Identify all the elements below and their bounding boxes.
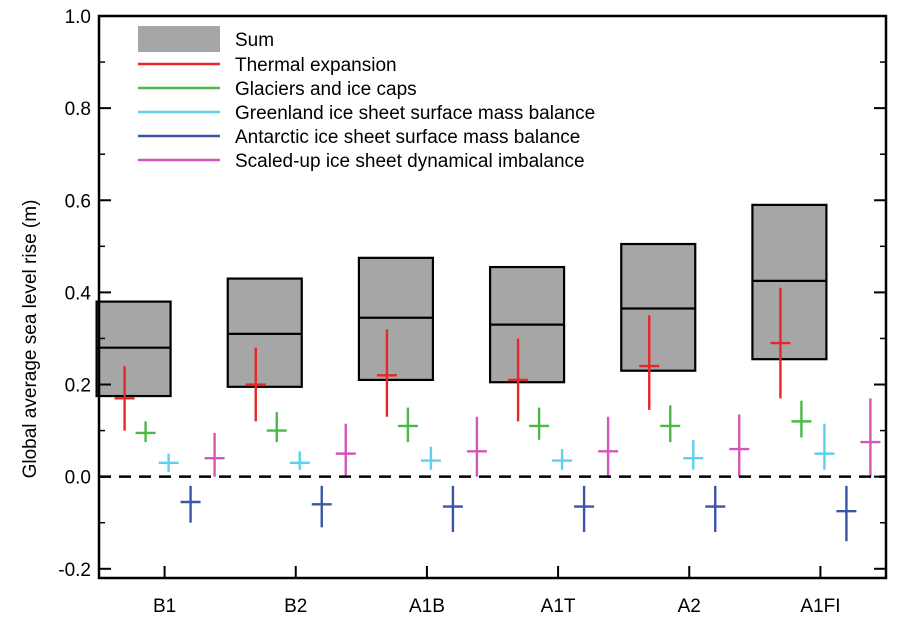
y-tick-label: 1.0 bbox=[65, 7, 91, 28]
legend-label-4: Scaled-up ice sheet dynamical imbalance bbox=[235, 151, 585, 172]
y-axis-title: Global average sea level rise (m) bbox=[20, 200, 41, 479]
x-tick-label-B2: B2 bbox=[284, 596, 307, 617]
y-tick-label: 0.8 bbox=[65, 99, 91, 120]
y-tick-label: 0.6 bbox=[65, 191, 91, 212]
legend-label-0: Thermal expansion bbox=[235, 55, 397, 76]
sum-box-A2 bbox=[620, 242, 697, 372]
plot-frame bbox=[97, 14, 888, 580]
y-tick-label: 0.4 bbox=[65, 283, 92, 304]
y-tick-label: 0.0 bbox=[65, 468, 91, 489]
sum-box-A1B bbox=[357, 256, 435, 382]
x-tick-label-B1: B1 bbox=[153, 596, 176, 617]
plot-area bbox=[95, 203, 881, 542]
x-tick-label-A1B: A1B bbox=[409, 596, 445, 617]
legend-label-sum: Sum bbox=[235, 30, 274, 51]
legend-label-3: Antarctic ice sheet surface mass balance bbox=[235, 127, 580, 148]
sum-box-B2 bbox=[226, 277, 303, 388]
legend: Sum Thermal expansion Glaciers and ice cap… bbox=[138, 26, 595, 172]
x-tick-label-A1FI: A1FI bbox=[800, 596, 840, 617]
sum-box-A1FI bbox=[751, 203, 828, 361]
x-tick-label-A2: A2 bbox=[678, 596, 701, 617]
sum-box-B1 bbox=[95, 300, 172, 398]
x-tick-label-A1T: A1T bbox=[541, 596, 576, 617]
y-tick-label: -0.2 bbox=[58, 560, 91, 581]
legend-label-1: Glaciers and ice caps bbox=[235, 79, 417, 100]
axes: -0.2 0.0 0.2 0.4 0.6 0.8 1.0 B1 B2 A1B A1T A2 A1FI bbox=[58, 7, 888, 617]
legend-label-2: Greenland ice sheet surface mass balance bbox=[235, 103, 595, 124]
legend-swatch-sum bbox=[138, 26, 220, 52]
y-tick-label: 0.2 bbox=[65, 376, 91, 397]
